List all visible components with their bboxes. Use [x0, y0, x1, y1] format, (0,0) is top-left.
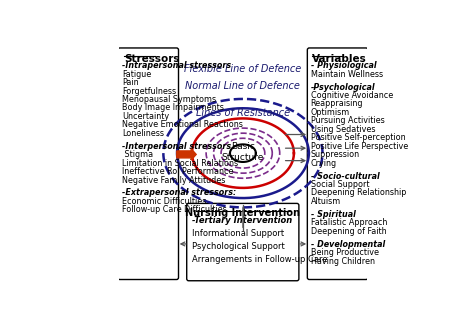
Text: Informational Support: Informational Support [192, 229, 284, 238]
Text: Loneliness: Loneliness [122, 129, 164, 138]
Text: Lines of Resistance: Lines of Resistance [196, 109, 290, 118]
Text: Variables: Variables [312, 54, 367, 64]
FancyBboxPatch shape [118, 48, 179, 279]
Text: - Socio-cultural: - Socio-cultural [310, 172, 379, 181]
Text: -Intrapersonal stressors: -Intrapersonal stressors [122, 61, 231, 70]
Text: Normal Line of Defence: Normal Line of Defence [185, 81, 301, 91]
Text: -Psychological: -Psychological [310, 83, 375, 91]
Text: Economic Difficulties: Economic Difficulties [122, 197, 207, 206]
Text: Ineffective Rol Performance: Ineffective Rol Performance [122, 167, 234, 176]
Text: - Spiritual: - Spiritual [310, 210, 356, 219]
Text: Altuism: Altuism [310, 197, 341, 206]
Text: Body Image Impairments: Body Image Impairments [122, 103, 224, 112]
Text: Positive Life Perspective: Positive Life Perspective [310, 142, 408, 151]
Text: Follow-up Care Difficulties: Follow-up Care Difficulties [122, 205, 227, 214]
FancyBboxPatch shape [307, 48, 368, 279]
Text: Menopausal Symptoms: Menopausal Symptoms [122, 95, 217, 104]
FancyBboxPatch shape [187, 203, 299, 281]
Text: Negative Emotional Reactions: Negative Emotional Reactions [122, 120, 243, 129]
Text: Stressors: Stressors [124, 54, 180, 64]
Text: Suppression: Suppression [310, 150, 360, 159]
Text: -Interpersonal stressors: -Interpersonal stressors [122, 142, 231, 151]
Text: Pursuing Activities: Pursuing Activities [310, 116, 384, 125]
Text: Arrangements in Follow-up Care: Arrangements in Follow-up Care [192, 255, 328, 264]
Text: Cognitive Avoidance: Cognitive Avoidance [310, 91, 393, 100]
Text: Basic
Structure: Basic Structure [222, 142, 264, 162]
Text: Being Productive: Being Productive [310, 248, 379, 257]
Text: Forgetfulness: Forgetfulness [122, 87, 176, 96]
Text: Pain: Pain [122, 78, 139, 87]
Text: Social Support: Social Support [310, 180, 369, 189]
Text: -Extrapersonal stressors:: -Extrapersonal stressors: [122, 189, 237, 197]
Text: Reappraising: Reappraising [310, 99, 363, 109]
Text: Crying: Crying [310, 159, 337, 168]
Text: - Developmental: - Developmental [310, 240, 385, 249]
Text: Having Children: Having Children [310, 257, 374, 266]
Text: Deepening of Faith: Deepening of Faith [310, 227, 386, 236]
Text: Nursing Intervention: Nursing Intervention [185, 208, 301, 218]
Text: Using Sedatives: Using Sedatives [310, 125, 375, 134]
Text: Fatigue: Fatigue [122, 69, 152, 78]
Text: Deepening Relationship: Deepening Relationship [310, 189, 406, 197]
Text: Stigma: Stigma [122, 150, 154, 159]
Text: Psychological Support: Psychological Support [192, 242, 285, 251]
Text: Fatalistic Approach: Fatalistic Approach [310, 218, 387, 227]
Text: Flexible Line of Defence: Flexible Line of Defence [184, 64, 301, 74]
Text: Optimism: Optimism [310, 108, 350, 117]
FancyArrow shape [177, 149, 196, 160]
Text: Maintain Wellness: Maintain Wellness [310, 69, 383, 78]
Text: Positive Self-perception: Positive Self-perception [310, 133, 405, 142]
Text: - Physiological: - Physiological [310, 61, 376, 70]
Text: -Tertiary Intervention: -Tertiary Intervention [192, 216, 292, 225]
Text: Uncertainty: Uncertainty [122, 112, 169, 121]
Text: Limitation in Social Relations: Limitation in Social Relations [122, 159, 238, 168]
Text: Negative Family Attitudes: Negative Family Attitudes [122, 176, 226, 184]
